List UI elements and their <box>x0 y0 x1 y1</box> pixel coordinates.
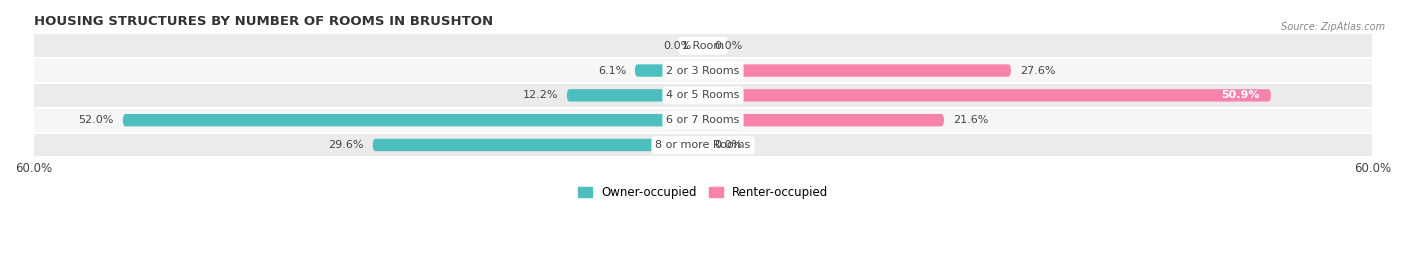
Text: 50.9%: 50.9% <box>1222 90 1260 100</box>
Text: 2 or 3 Rooms: 2 or 3 Rooms <box>666 66 740 76</box>
FancyBboxPatch shape <box>703 89 1271 102</box>
FancyBboxPatch shape <box>373 139 703 151</box>
Text: 27.6%: 27.6% <box>1019 66 1056 76</box>
Bar <box>34 58 1372 83</box>
Text: 6.1%: 6.1% <box>598 66 626 76</box>
Text: 21.6%: 21.6% <box>953 115 988 125</box>
Legend: Owner-occupied, Renter-occupied: Owner-occupied, Renter-occupied <box>572 181 834 204</box>
Text: 0.0%: 0.0% <box>714 41 742 51</box>
FancyBboxPatch shape <box>703 64 1011 77</box>
Text: 12.2%: 12.2% <box>523 90 558 100</box>
Bar <box>34 83 1372 108</box>
Text: 52.0%: 52.0% <box>79 115 114 125</box>
Text: 8 or more Rooms: 8 or more Rooms <box>655 140 751 150</box>
Bar <box>34 108 1372 133</box>
Text: Source: ZipAtlas.com: Source: ZipAtlas.com <box>1281 22 1385 32</box>
Bar <box>34 133 1372 157</box>
Text: 29.6%: 29.6% <box>329 140 364 150</box>
Text: HOUSING STRUCTURES BY NUMBER OF ROOMS IN BRUSHTON: HOUSING STRUCTURES BY NUMBER OF ROOMS IN… <box>34 15 492 28</box>
Text: 0.0%: 0.0% <box>714 140 742 150</box>
FancyBboxPatch shape <box>122 114 703 126</box>
Text: 6 or 7 Rooms: 6 or 7 Rooms <box>666 115 740 125</box>
FancyBboxPatch shape <box>636 64 703 77</box>
FancyBboxPatch shape <box>703 114 943 126</box>
Bar <box>34 33 1372 58</box>
Text: 1 Room: 1 Room <box>682 41 724 51</box>
Text: 4 or 5 Rooms: 4 or 5 Rooms <box>666 90 740 100</box>
Text: 0.0%: 0.0% <box>664 41 692 51</box>
FancyBboxPatch shape <box>567 89 703 102</box>
